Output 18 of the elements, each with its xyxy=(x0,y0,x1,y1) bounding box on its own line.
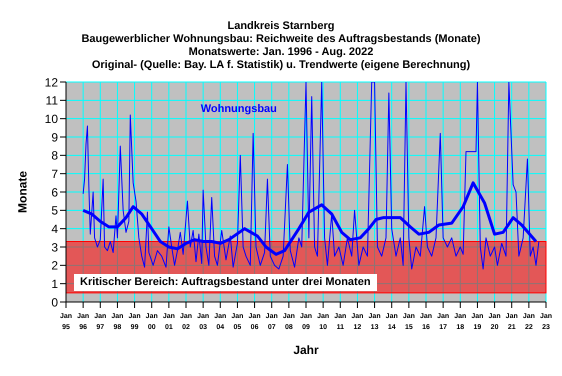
y-tick-label: 0 xyxy=(51,295,58,310)
y-tick-label: 12 xyxy=(44,75,58,90)
y-tick-label: 10 xyxy=(44,112,58,126)
chart-subtitle: Baugewerblicher Wohnungsbau: Reichweite des Auftragsbestands (Monate) Monatswerte: Jan. 1996 - Aug. 2022 Original- (Quelle: Bay. LA f. Statistik) u. Trendwerte (eigene Berechnung) xyxy=(80,33,482,72)
y-tick-label: 1 xyxy=(51,276,58,291)
y-tick-label: 5 xyxy=(51,204,58,218)
band-label: Kritischer Bereich: Auftragsbestand unter drei Monaten xyxy=(74,274,377,291)
y-axis-title: Monate xyxy=(15,170,30,213)
y-tick-label: 9 xyxy=(51,130,58,144)
x-axis-title: Jahr xyxy=(293,343,319,357)
y-tick-label: 3 xyxy=(51,240,58,254)
y-tick-label: 6 xyxy=(51,185,58,200)
y-tick-label: 7 xyxy=(51,166,58,181)
y-tick-label: 11 xyxy=(46,94,58,108)
y-tick-label: 2 xyxy=(51,258,58,273)
y-tick-label: 4 xyxy=(51,222,58,236)
y-tick-label: 8 xyxy=(51,148,58,163)
chart-title: Landkreis Starnberg xyxy=(226,20,336,33)
